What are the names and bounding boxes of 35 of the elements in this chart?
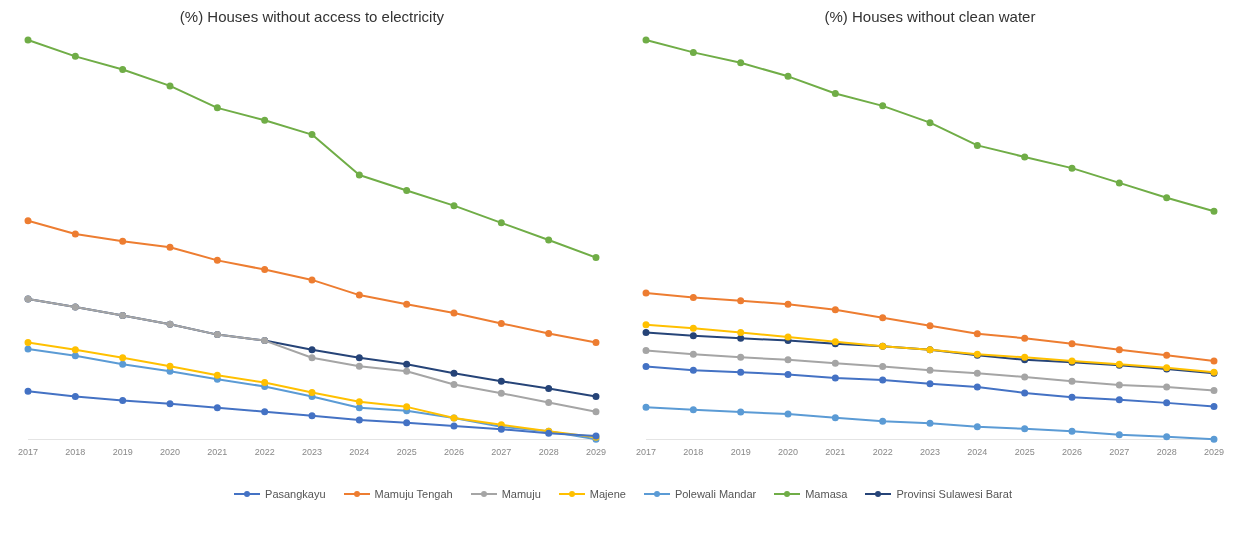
chart-title: (%) Houses without access to electricity	[178, 8, 446, 27]
x-tick-label: 2026	[1061, 447, 1083, 458]
x-tick-label: 2020	[159, 447, 181, 458]
x-tick-label: 2023	[919, 447, 941, 458]
legend-label: Provinsi Sulawesi Barat	[896, 488, 1012, 500]
x-tick-label: 2021	[825, 447, 846, 458]
legend-label: Mamuju	[501, 488, 541, 500]
x-tick-label: 2023	[301, 447, 323, 458]
x-tick-label: 2024	[967, 447, 988, 458]
x-tick-label: 2017	[636, 447, 657, 458]
x-tick-label: 2025	[396, 447, 417, 458]
x-tick-label: 2022	[872, 447, 893, 458]
x-tick-label: 2024	[349, 447, 370, 458]
x-tick-label: 2027	[491, 447, 512, 458]
x-tick-label: 2019	[112, 447, 133, 458]
legend-label: Polewali Mandar	[674, 488, 757, 500]
x-tick-label: 2028	[1156, 447, 1177, 458]
legend-label: Mamasa	[805, 488, 848, 500]
x-tick-label: 2018	[65, 447, 86, 458]
x-tick-label: 2021	[207, 447, 228, 458]
x-tick-label: 2028	[538, 447, 559, 458]
x-tick-label: 2019	[730, 447, 751, 458]
x-tick-label: 2017	[18, 447, 39, 458]
legend-label: Mamuju Tengah	[374, 488, 453, 500]
legend-label: Pasangkayu	[265, 488, 326, 500]
x-tick-label: 2027	[1109, 447, 1130, 458]
x-tick-label: 2018	[683, 447, 704, 458]
x-tick-label: 2029	[1203, 447, 1224, 458]
chart-title: (%) Houses without clean water	[823, 8, 1037, 27]
x-tick-label: 2026	[443, 447, 465, 458]
x-tick-label: 2029	[585, 447, 606, 458]
x-tick-label: 2022	[254, 447, 275, 458]
x-tick-label: 2020	[777, 447, 799, 458]
x-tick-label: 2025	[1014, 447, 1035, 458]
legend-label: Majene	[589, 488, 626, 500]
